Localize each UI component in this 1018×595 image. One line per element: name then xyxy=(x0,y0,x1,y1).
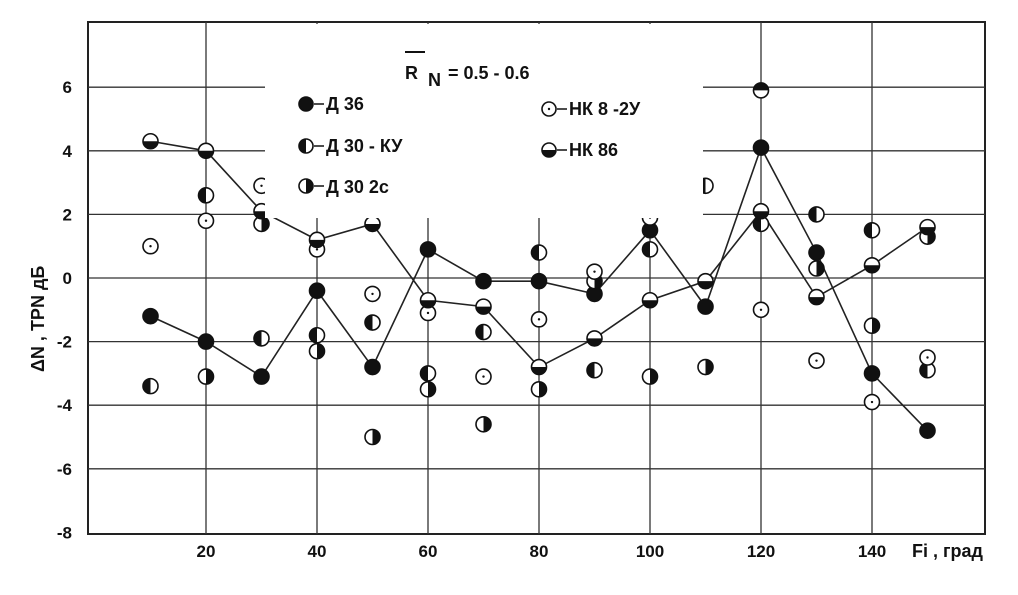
point-s4-13 xyxy=(863,256,881,274)
legend-label-3: НК 8 -2У xyxy=(569,99,641,119)
point-s1-4 xyxy=(364,314,381,331)
point-s4-4 xyxy=(364,215,381,233)
point-s0-4 xyxy=(364,358,381,376)
point-s2-0 xyxy=(197,368,215,385)
legend-label-1: Д 30 - КУ xyxy=(326,136,403,156)
y-tick-label-5: 2 xyxy=(63,205,72,224)
point-s4-8 xyxy=(586,330,603,347)
point-s1-1 xyxy=(197,187,215,204)
legend-marker-2 xyxy=(298,178,314,194)
point-s3-8 xyxy=(586,263,603,280)
y-tick-label-0: -8 xyxy=(57,523,72,542)
point-s0-7 xyxy=(530,272,548,290)
x-tick-label-0: 20 xyxy=(197,542,216,561)
point-s3-6 xyxy=(475,368,492,385)
point-s3-4 xyxy=(364,285,381,303)
point-s0-11 xyxy=(752,139,770,156)
point-s0-2 xyxy=(253,368,270,385)
point-s3-13 xyxy=(919,349,936,366)
point-s0-5 xyxy=(419,241,437,258)
point-s2-10 xyxy=(808,260,825,277)
point-s2-2 xyxy=(308,342,326,360)
point-s4-14 xyxy=(919,218,936,236)
point-s0-3 xyxy=(308,282,326,300)
legend-marker-3 xyxy=(541,101,557,117)
x-tick-label-4: 100 xyxy=(636,542,664,561)
point-s1-5 xyxy=(419,365,437,382)
point-s2-6 xyxy=(530,380,548,398)
point-s3-0 xyxy=(142,237,159,255)
point-s1-11 xyxy=(752,215,770,233)
y-tick-label-2: -4 xyxy=(57,396,73,415)
point-s0-1 xyxy=(197,333,215,350)
point-s0-10 xyxy=(697,298,714,315)
point-s1-7 xyxy=(530,244,548,261)
point-s4-9 xyxy=(641,291,659,309)
point-s2-9 xyxy=(697,358,714,376)
point-s3-11 xyxy=(808,352,825,369)
legend-label-2: Д 30 2с xyxy=(326,177,389,197)
point-s0-12 xyxy=(808,244,825,261)
point-s3-7 xyxy=(530,311,548,328)
legend: Д 36 Д 30 - КУ Д 30 2с НК 8 -2У НК 86 xyxy=(298,94,641,197)
point-s3-12 xyxy=(863,393,881,411)
point-s4-3 xyxy=(308,231,326,249)
point-s1-14 xyxy=(919,361,936,379)
point-s0-13 xyxy=(863,365,881,382)
point-s3-10 xyxy=(752,301,770,319)
legend-label-4: НК 86 xyxy=(569,140,618,160)
point-s2-1 xyxy=(253,215,270,233)
tick-labels: -8 -6 -4 -2 0 2 4 6 20 40 60 80 100 120 140 xyxy=(57,78,886,561)
y-axis-label: ΔN , TPN дБ xyxy=(28,266,48,372)
x-tick-label-6: 140 xyxy=(858,542,886,561)
point-s1-12 xyxy=(808,206,825,223)
legend-title-sub: N xyxy=(428,70,441,90)
y-tick-label-3: -2 xyxy=(57,333,72,352)
point-s4-0 xyxy=(142,132,159,150)
y-tick-label-7: 6 xyxy=(63,78,72,97)
point-s1-6 xyxy=(475,323,492,341)
point-s4-12 xyxy=(808,288,825,306)
y-tick-label-6: 4 xyxy=(63,142,73,161)
point-s0-6 xyxy=(475,272,492,290)
point-s2-5 xyxy=(475,415,492,433)
legend-marker-4 xyxy=(541,142,557,158)
legend-marker-0 xyxy=(298,96,314,112)
point-s1-13 xyxy=(863,222,881,239)
point-s1-8 xyxy=(586,361,603,379)
x-axis-label: Fi , град xyxy=(912,541,984,561)
point-s2-11 xyxy=(863,317,881,335)
point-s4-7 xyxy=(530,358,548,376)
point-s4-1 xyxy=(197,142,215,160)
point-s3-1 xyxy=(197,212,215,230)
point-s4-6 xyxy=(475,298,492,315)
data-points xyxy=(142,82,936,446)
point-s4-11 xyxy=(752,202,770,220)
point-s0-0 xyxy=(142,307,159,325)
point-s1-0 xyxy=(142,377,159,395)
point-s0-14 xyxy=(919,422,936,439)
legend-title-value: = 0.5 - 0.6 xyxy=(448,63,530,83)
y-tick-label-4: 0 xyxy=(63,269,72,288)
point-s5-0 xyxy=(752,82,770,99)
point-s2-8 xyxy=(641,368,659,385)
point-s2-3 xyxy=(364,428,381,446)
x-tick-label-3: 80 xyxy=(530,542,549,561)
x-tick-label-2: 60 xyxy=(419,542,438,561)
legend-title: R N = 0.5 - 0.6 xyxy=(405,51,530,90)
point-s2-4 xyxy=(419,380,437,398)
y-tick-label-1: -6 xyxy=(57,460,72,479)
x-tick-label-5: 120 xyxy=(747,542,775,561)
legend-box xyxy=(265,24,703,218)
point-s4-5 xyxy=(419,291,437,309)
point-s1-9 xyxy=(641,241,659,258)
point-s1-2 xyxy=(253,330,270,347)
point-s1-3 xyxy=(308,326,326,344)
legend-label-0: Д 36 xyxy=(326,94,364,114)
x-tick-label-1: 40 xyxy=(308,542,327,561)
legend-marker-1 xyxy=(298,138,314,154)
legend-title-main: R xyxy=(405,63,418,83)
point-s4-10 xyxy=(697,272,714,290)
